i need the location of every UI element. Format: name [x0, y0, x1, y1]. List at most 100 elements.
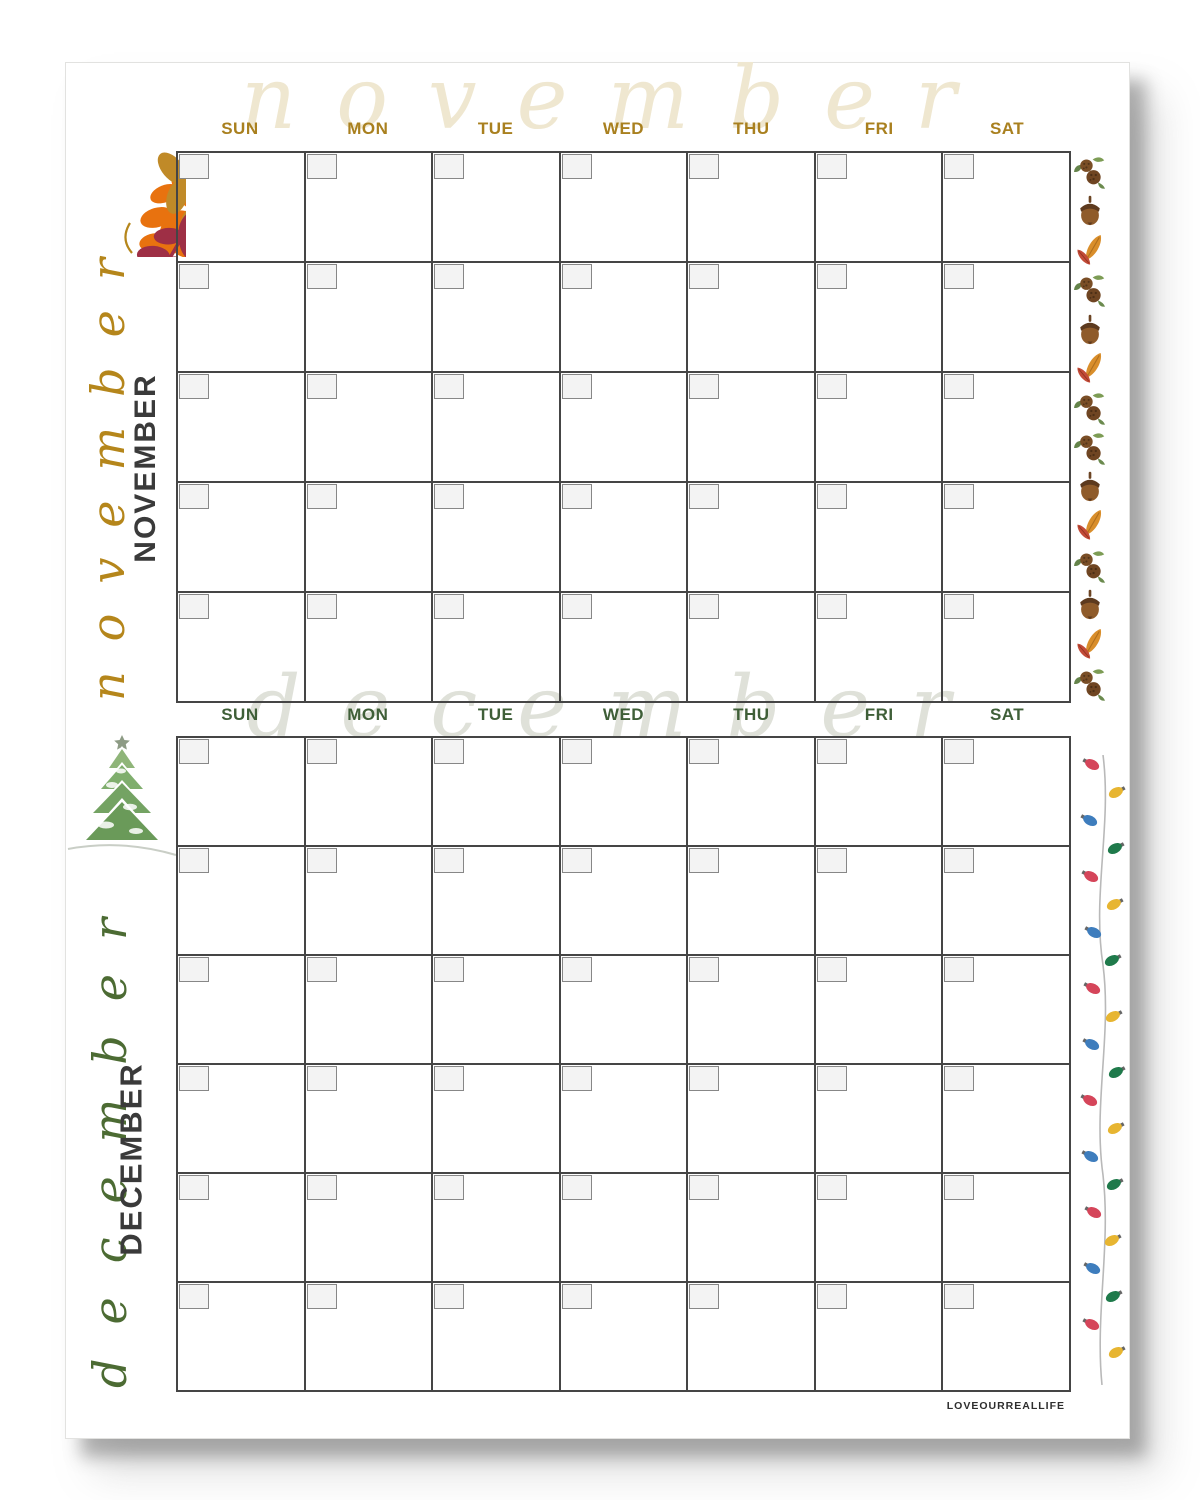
december-calendar-cell: [688, 738, 816, 847]
fall-leaves-icon: [1074, 232, 1106, 268]
light-bulb: [1105, 1010, 1123, 1023]
november-calendar-cell: [305, 153, 434, 263]
light-bulb: [1107, 842, 1125, 855]
day-number-box: [179, 484, 209, 509]
day-number-box: [561, 1284, 592, 1309]
december-calendar-cell: [560, 847, 689, 956]
december-calendar-cell: [815, 956, 944, 1065]
december-block-label: DECEMBER: [113, 1062, 149, 1256]
november-calendar-cell: [433, 263, 561, 373]
day-number-box: [561, 1066, 592, 1091]
november-day-header-tue: TUE: [477, 119, 514, 138]
day-number-box: [306, 374, 337, 399]
december-calendar-cell: [560, 1283, 689, 1392]
november-icon-column: [1068, 153, 1112, 701]
december-calendar-cell: [815, 1283, 944, 1392]
november-calendar-cell: [815, 263, 944, 373]
december-day-header-mon: MON: [347, 705, 389, 724]
november-day-header-fri: FRI: [864, 119, 894, 138]
december-calendar-cell: [815, 738, 944, 847]
pinecone-cluster-icon: [1074, 429, 1106, 465]
day-number-box: [689, 484, 720, 509]
light-bulb: [1080, 814, 1098, 827]
november-calendar-cell: [178, 483, 306, 593]
day-number-box: [944, 957, 975, 982]
light-bulb: [1081, 1150, 1099, 1163]
light-bulb: [1106, 1178, 1124, 1191]
day-number-box: [816, 1066, 847, 1091]
december-calendar-cell: [178, 1283, 306, 1392]
autumn-leaves-illustration: [76, 107, 186, 257]
day-number-box: [179, 594, 209, 619]
day-number-box: [306, 957, 337, 982]
november-calendar-cell: [943, 373, 1071, 483]
december-day-header-tue: TUE: [477, 705, 514, 724]
light-bulb: [1082, 1318, 1100, 1331]
day-number-box: [816, 1175, 847, 1200]
day-number-box: [434, 739, 465, 764]
december-calendar-cell: [433, 1065, 561, 1174]
light-bulb: [1105, 1290, 1123, 1303]
fall-leaves-icon: [1074, 350, 1106, 386]
day-number-box: [689, 739, 720, 764]
day-number-box: [434, 594, 465, 619]
december-calendar-cell: [943, 1065, 1071, 1174]
december-calendar-cell: [688, 847, 816, 956]
christmas-tree-illustration: [67, 735, 177, 856]
day-number-box: [179, 848, 209, 873]
day-number-box: [944, 1066, 975, 1091]
day-number-box: [179, 1175, 209, 1200]
november-calendar-cell: [815, 483, 944, 593]
light-bulb: [1083, 1262, 1101, 1275]
day-number-box: [944, 484, 975, 509]
november-calendar-cell: [560, 593, 689, 703]
november-calendar-cell: [433, 153, 561, 263]
day-number-box: [816, 154, 847, 179]
day-number-box: [306, 1175, 337, 1200]
day-number-box: [816, 1284, 847, 1309]
december-calendar-cell: [305, 1065, 434, 1174]
day-number-box: [306, 264, 337, 289]
day-number-box: [561, 1175, 592, 1200]
december-calendar-cell: [178, 847, 306, 956]
november-calendar-cell: [688, 483, 816, 593]
november-calendar-cell: [815, 153, 944, 263]
december-calendar-cell: [815, 1174, 944, 1283]
light-bulb: [1108, 786, 1126, 799]
day-number-box: [944, 374, 975, 399]
day-number-box: [434, 264, 465, 289]
december-calendar-cell: [943, 1174, 1071, 1283]
day-number-box: [561, 484, 592, 509]
day-number-box: [561, 957, 592, 982]
december-calendar-cell: [560, 1065, 689, 1174]
pinecone-cluster-icon: [1074, 271, 1106, 307]
november-calendar-cell: [433, 483, 561, 593]
december-calendar-cell: [305, 738, 434, 847]
footer-credit: LOVEOURREALLIFE: [946, 1400, 1065, 1412]
day-number-box: [689, 264, 720, 289]
november-calendar-cell: [943, 263, 1071, 373]
december-calendar-cell: [815, 847, 944, 956]
christmas-lights-illustration: [1080, 755, 1126, 1385]
day-number-box: [561, 154, 592, 179]
day-number-box: [306, 1284, 337, 1309]
december-calendar-cell: [688, 1174, 816, 1283]
acorn-icon: [1074, 192, 1106, 228]
day-number-box: [689, 1175, 720, 1200]
day-number-box: [179, 374, 209, 399]
day-number-box: [816, 739, 847, 764]
pinecone-cluster-icon: [1074, 665, 1106, 701]
calendar-page: november november NOVEMBER SUN MON TUE WED T…: [65, 49, 1130, 1439]
november-calendar-cell: [178, 373, 306, 483]
day-number-box: [306, 594, 337, 619]
day-number-box: [434, 957, 465, 982]
day-number-box: [689, 1284, 720, 1309]
day-number-box: [816, 264, 847, 289]
day-number-box: [944, 1175, 975, 1200]
november-calendar-cell: [560, 483, 689, 593]
light-bulb: [1106, 898, 1124, 911]
november-calendar-cell: [305, 483, 434, 593]
december-day-header-thu: THU: [733, 705, 770, 724]
december-calendar-cell: [305, 1174, 434, 1283]
november-calendar-cell: [178, 593, 306, 703]
